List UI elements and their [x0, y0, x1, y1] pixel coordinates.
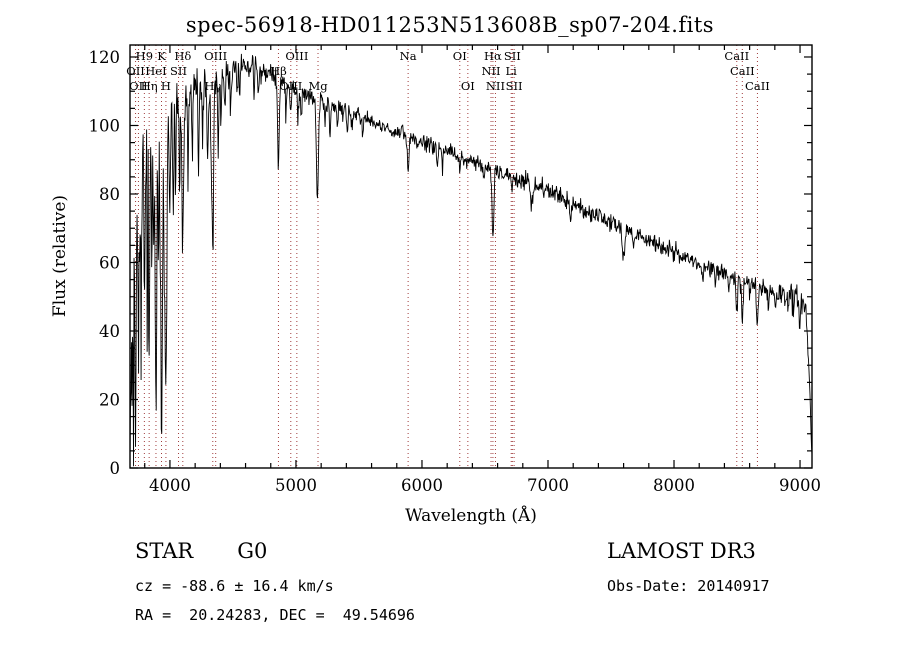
obs-date-annotation: Obs-Date: 20140917: [607, 577, 770, 595]
svg-text:OI: OI: [453, 49, 467, 63]
svg-text:8000: 8000: [653, 476, 695, 495]
survey-annotation: LAMOST DR3: [607, 539, 756, 563]
svg-text:120: 120: [89, 48, 121, 67]
object-class: STAR: [135, 539, 194, 563]
svg-text:Li: Li: [506, 64, 518, 78]
svg-text:CaII: CaII: [724, 49, 749, 63]
ra-dec-annotation: RA = 20.24283, DEC = 49.54696: [135, 606, 415, 624]
svg-text:SII: SII: [506, 79, 523, 93]
svg-text:H9: H9: [136, 49, 153, 63]
svg-text:100: 100: [89, 116, 121, 135]
svg-text:OII: OII: [126, 64, 145, 78]
svg-text:6000: 6000: [401, 476, 443, 495]
svg-text:40: 40: [99, 322, 120, 341]
svg-text:0: 0: [110, 459, 121, 478]
svg-text:Hγ: Hγ: [204, 79, 221, 93]
svg-text:9000: 9000: [779, 476, 821, 495]
svg-text:CaII: CaII: [730, 64, 755, 78]
svg-text:Hβ: Hβ: [270, 64, 287, 78]
svg-text:OIII: OIII: [279, 79, 302, 93]
cz-annotation: cz = -88.6 ± 16.4 km/s: [135, 577, 334, 595]
svg-text:CaII: CaII: [745, 79, 770, 93]
svg-text:OIII: OIII: [204, 49, 227, 63]
svg-text:80: 80: [99, 185, 120, 204]
svg-text:60: 60: [99, 253, 120, 272]
svg-text:Mg: Mg: [308, 79, 328, 93]
svg-text:20: 20: [99, 390, 120, 409]
x-axis-label: Wavelength (Å): [405, 506, 537, 526]
svg-text:NII: NII: [486, 79, 505, 93]
classification-annotation: STAR G0: [135, 539, 267, 563]
svg-text:7000: 7000: [527, 476, 569, 495]
svg-text:OIII: OIII: [285, 49, 308, 63]
svg-text:4000: 4000: [149, 476, 191, 495]
svg-text:Hδ: Hδ: [174, 49, 191, 63]
svg-text:Na: Na: [400, 49, 417, 63]
svg-text:HeI: HeI: [145, 64, 166, 78]
svg-text:OII: OII: [129, 79, 148, 93]
svg-text:K: K: [157, 49, 166, 63]
svg-text:OI: OI: [461, 79, 475, 93]
svg-text:H: H: [161, 79, 171, 93]
svg-text:SII: SII: [504, 49, 521, 63]
svg-text:Hα: Hα: [484, 49, 502, 63]
svg-text:Hη: Hη: [141, 79, 158, 93]
svg-text:SII: SII: [170, 64, 187, 78]
plot-title: spec-56918-HD011253N513608B_sp07-204.fit…: [185, 13, 715, 37]
svg-text:5000: 5000: [275, 476, 317, 495]
object-subclass: G0: [237, 539, 268, 563]
svg-text:NII: NII: [481, 64, 500, 78]
